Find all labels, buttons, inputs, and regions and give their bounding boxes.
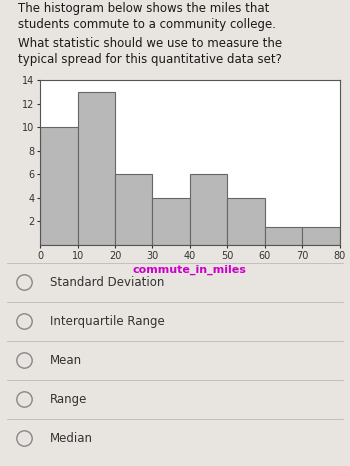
Text: Median: Median [50, 432, 93, 445]
Text: The histogram below shows the miles that: The histogram below shows the miles that [18, 2, 269, 15]
Text: typical spread for this quantitative data set?: typical spread for this quantitative dat… [18, 53, 281, 66]
Bar [190, 174, 227, 245]
Bar [265, 227, 302, 245]
Text: students commute to a community college.: students commute to a community college. [18, 18, 275, 31]
Text: Standard Deviation: Standard Deviation [50, 276, 164, 289]
X-axis label: commute_in_miles: commute_in_miles [133, 265, 247, 275]
Bar [302, 227, 340, 245]
Bar [153, 198, 190, 245]
Text: What statistic should we use to measure the: What statistic should we use to measure … [18, 37, 282, 50]
Bar [78, 92, 115, 245]
Bar [227, 198, 265, 245]
Text: Range: Range [50, 393, 87, 406]
Text: Interquartile Range: Interquartile Range [50, 315, 164, 328]
Text: Mean: Mean [50, 354, 82, 367]
Bar [40, 127, 78, 245]
Bar [115, 174, 153, 245]
